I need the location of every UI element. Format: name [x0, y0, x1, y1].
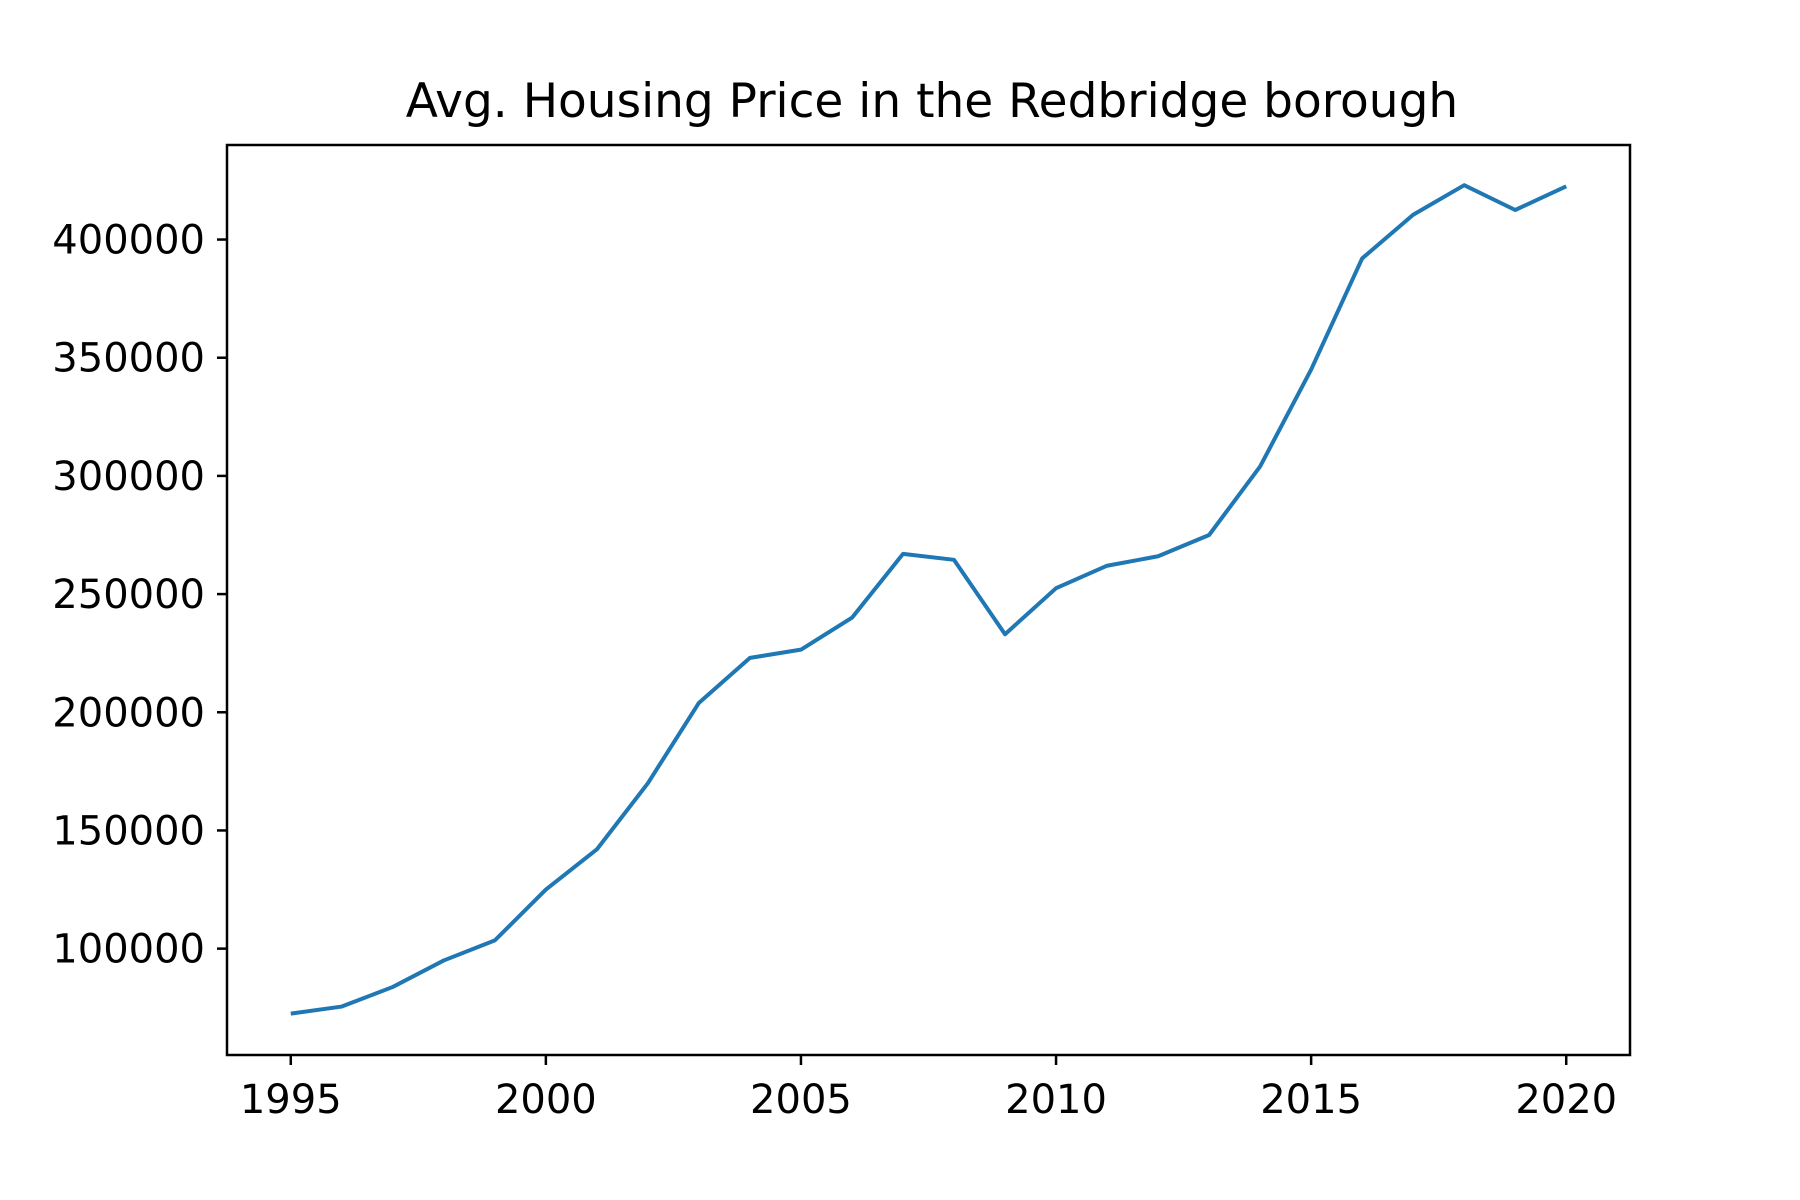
plot-frame	[225, 143, 1632, 1057]
y-tick-label: 100000	[52, 927, 205, 973]
x-tick-label: 1995	[240, 1077, 342, 1123]
x-axis: 1995 2000 2005 2010 2015 2020	[240, 1055, 1617, 1123]
x-tick-label: 2020	[1515, 1077, 1617, 1123]
y-axis: 100000 150000 200000 250000 300000 350000 4000…	[52, 218, 227, 973]
y-tick-label: 250000	[52, 572, 205, 618]
x-tick-label: 2015	[1260, 1077, 1362, 1123]
y-tick-label: 350000	[52, 336, 205, 382]
y-tick-label: 400000	[52, 218, 205, 264]
y-tick-label: 200000	[52, 690, 205, 736]
y-tick-label: 300000	[52, 454, 205, 500]
chart-title: Avg. Housing Price in the Redbridge boro…	[406, 74, 1458, 129]
x-tick-label: 2005	[750, 1077, 852, 1123]
x-tick-label: 2000	[495, 1077, 597, 1123]
plot-area	[290, 183, 1568, 1016]
x-tick-label: 2010	[1005, 1077, 1107, 1123]
y-tick-label: 150000	[52, 808, 205, 854]
series-line	[290, 183, 1568, 1016]
